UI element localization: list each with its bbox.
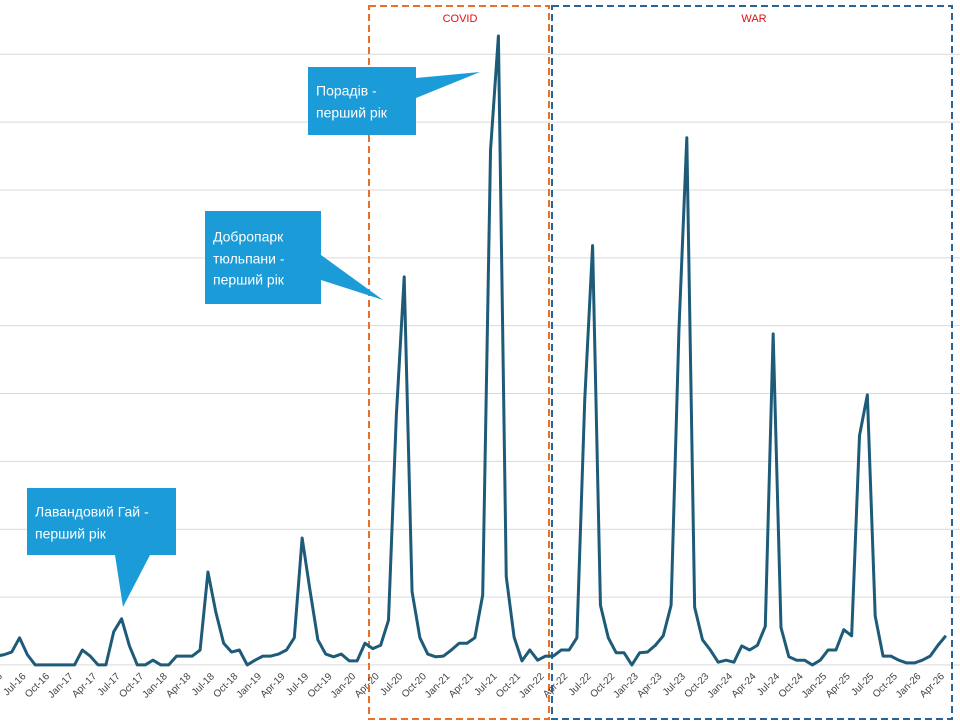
- covid-region: [368, 5, 550, 720]
- callout-text: Порадів -: [316, 83, 377, 99]
- x-tick-label: Apr-18: [164, 671, 193, 700]
- x-tick-label: Jan-26: [894, 671, 924, 701]
- callout-text: Лавандовий Гай -: [35, 504, 149, 520]
- callout-text: перший рік: [316, 105, 388, 121]
- data-line: [0, 34, 948, 667]
- callout: Порадів - перший рік: [308, 67, 480, 135]
- callout-pointer: [115, 555, 150, 607]
- x-tick-label: Apr-22: [541, 671, 570, 700]
- x-tick-label: Jan-25: [800, 671, 830, 701]
- x-axis: Apr-16Jul-16Oct-16Jan-17Apr-17Jul-17Oct-…: [0, 671, 947, 701]
- callout-box: [308, 67, 416, 135]
- region-label: COVID: [443, 13, 478, 25]
- callout-text: Добропарк: [213, 229, 284, 245]
- x-tick-label: Apr-20: [353, 671, 382, 700]
- grid: [0, 53, 960, 666]
- callout-pointer: [321, 255, 383, 300]
- war-region: [551, 5, 953, 720]
- x-tick-label: Apr-21: [447, 671, 476, 700]
- x-tick-label: Apr-26: [918, 671, 947, 700]
- x-tick-label: Apr-25: [824, 671, 853, 700]
- callout-box: [205, 211, 321, 304]
- callout: Лавандовий Гай - перший рік: [27, 488, 176, 607]
- x-tick-label: Apr-16: [0, 671, 5, 700]
- x-tick-label: Jan-22: [517, 671, 547, 701]
- region-label: WAR: [741, 13, 766, 25]
- x-tick-label: Apr-19: [259, 671, 288, 700]
- x-tick-label: Apr-23: [635, 671, 664, 700]
- x-tick-label: Jan-23: [611, 671, 641, 701]
- x-tick-label: Jan-21: [423, 671, 453, 701]
- callout-pointer: [416, 72, 480, 98]
- x-tick-label: Jan-17: [46, 671, 76, 701]
- x-tick-label: Jan-24: [706, 671, 736, 701]
- x-tick-label: Apr-17: [70, 671, 99, 700]
- x-tick-label: Jan-19: [235, 671, 265, 701]
- callout-text: перший рік: [35, 526, 107, 542]
- callout: Добропарк тюльпани - перший рік: [205, 211, 383, 304]
- callout-text: перший рік: [213, 272, 285, 288]
- callout-text: тюльпани -: [213, 251, 285, 267]
- x-tick-label: Jan-18: [140, 671, 170, 701]
- x-tick-label: Apr-24: [730, 671, 759, 700]
- callout-box: [27, 488, 176, 555]
- x-tick-label: Jan-20: [329, 671, 359, 701]
